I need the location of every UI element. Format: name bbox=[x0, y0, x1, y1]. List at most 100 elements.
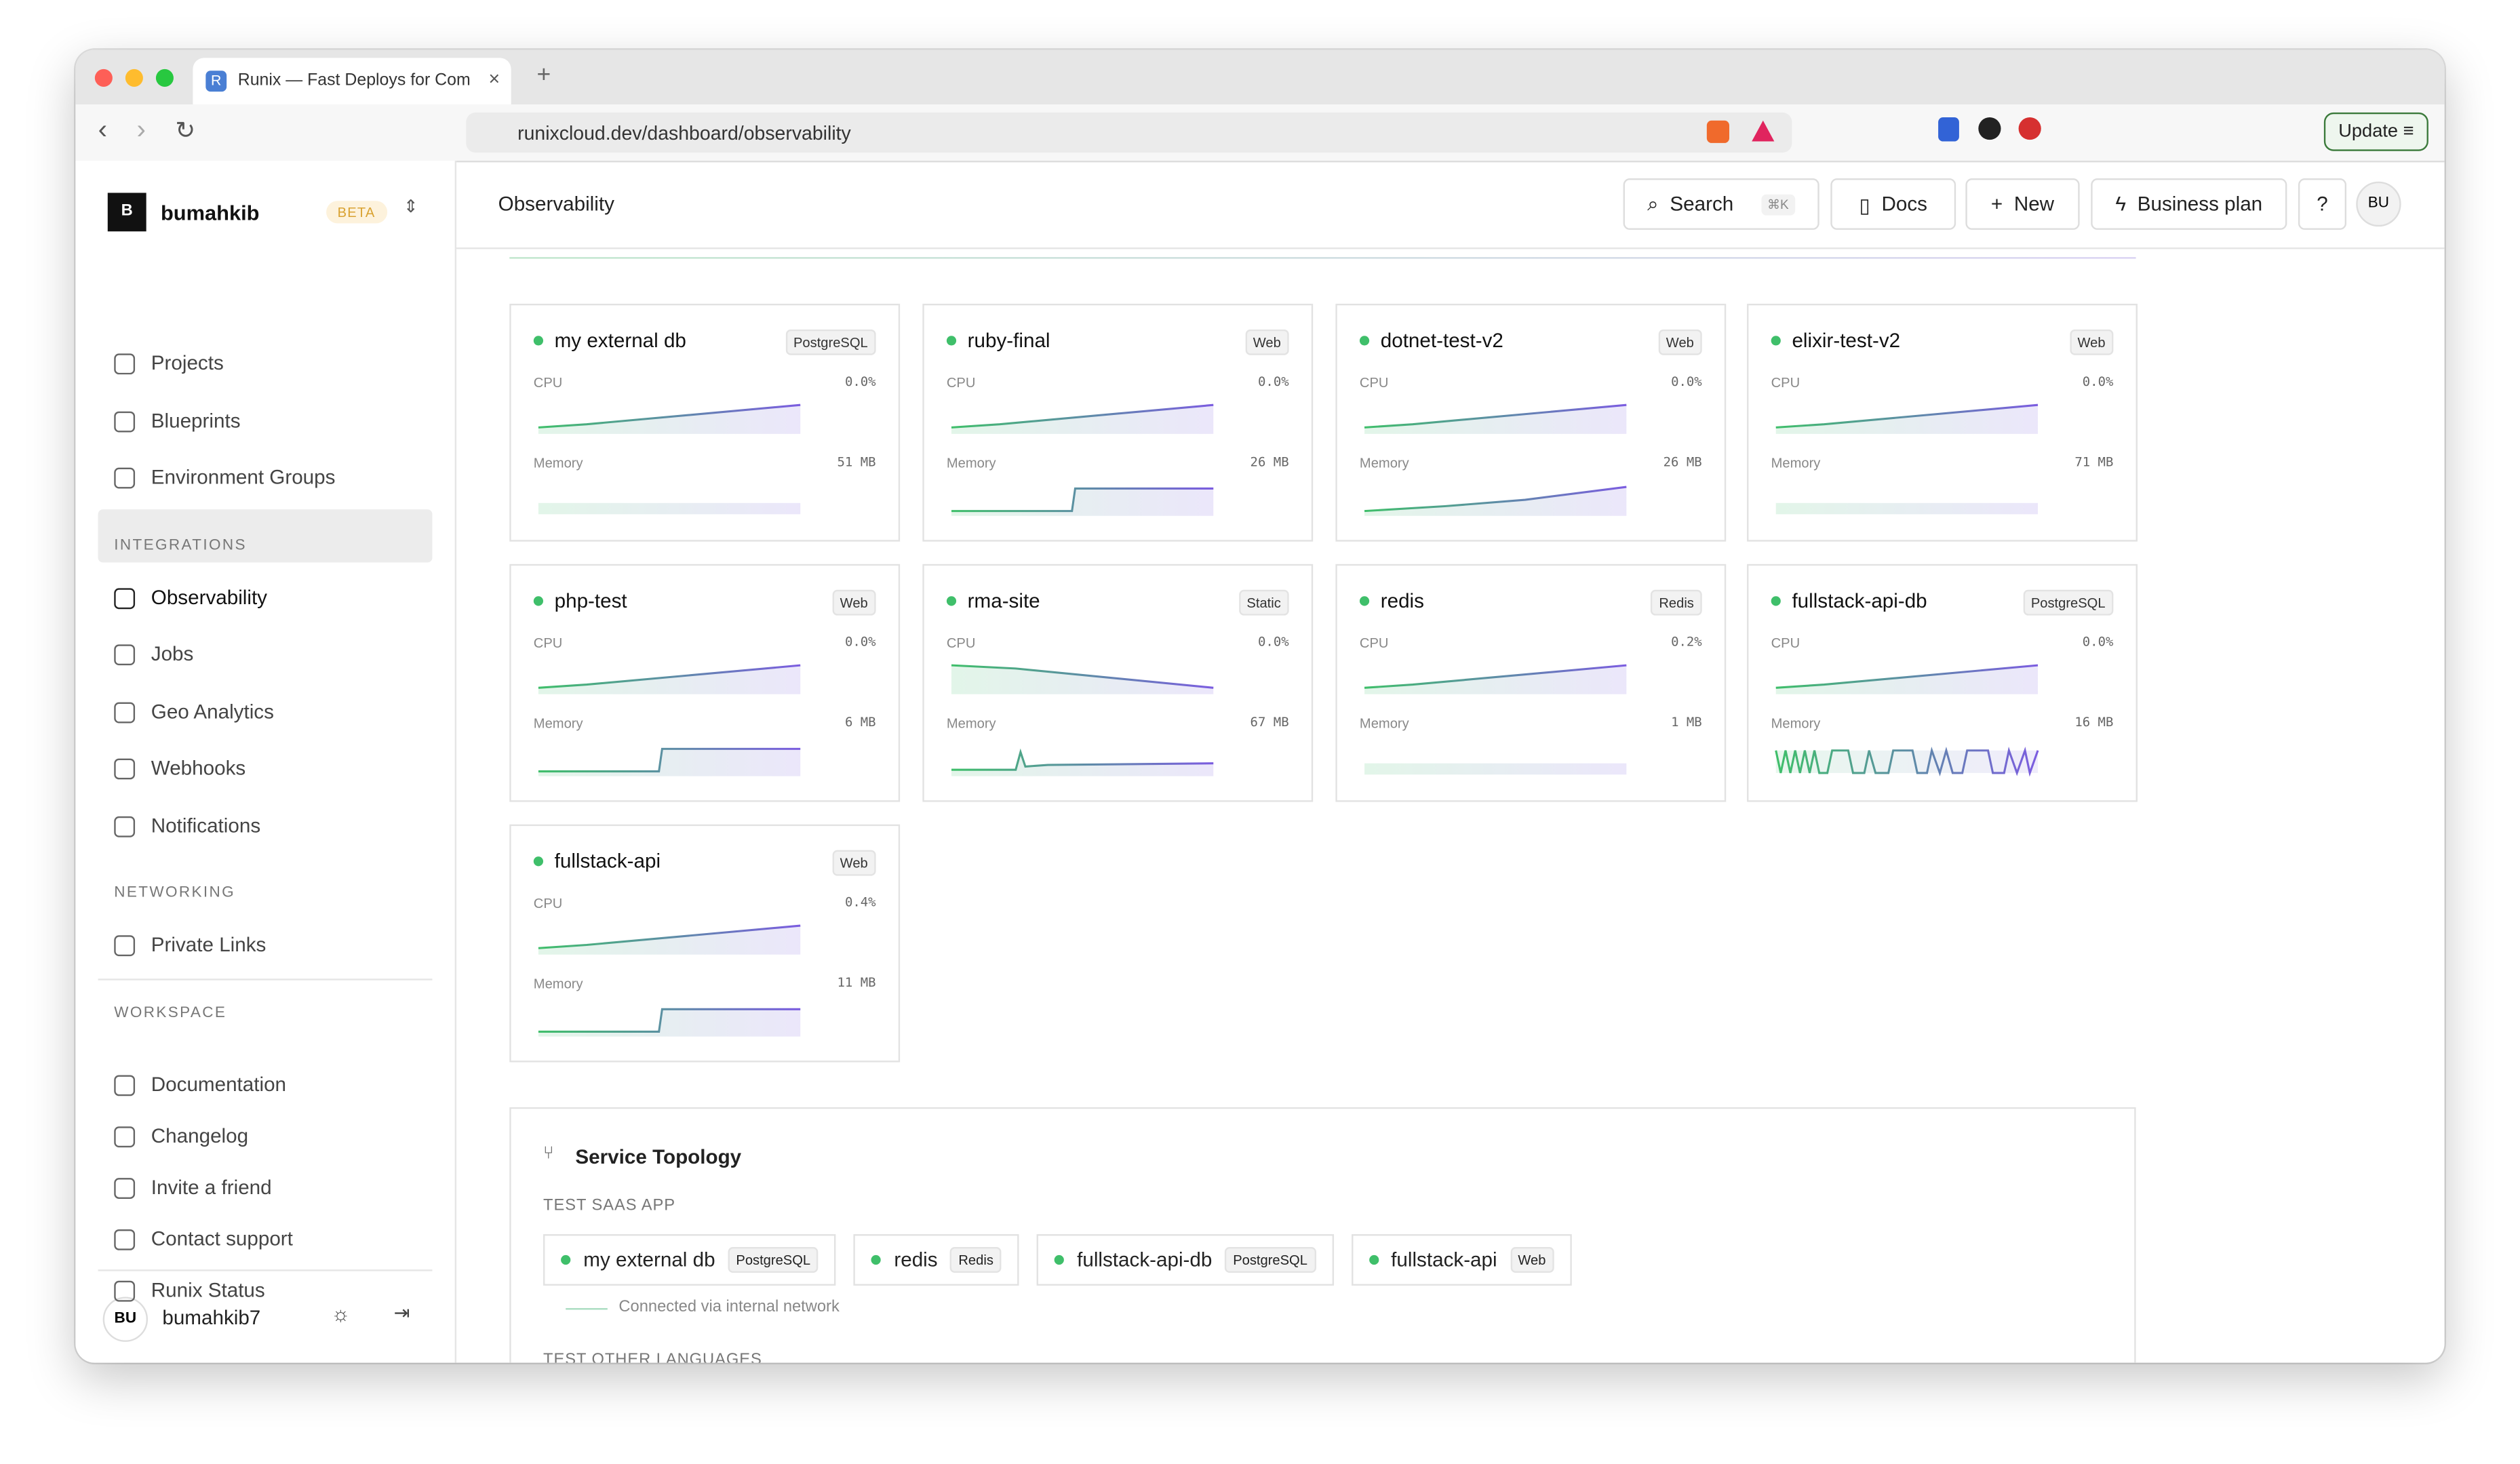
service-card[interactable]: dotnet-test-v2 Web CPU 0.0% Memory 26 MB bbox=[1335, 303, 1727, 542]
service-card[interactable]: php-test Web CPU 0.0% Memory 6 MB bbox=[509, 563, 901, 802]
flat-band bbox=[1775, 502, 2039, 515]
nav-item[interactable]: Geo Analytics bbox=[114, 700, 274, 723]
service-name: fullstack-api bbox=[554, 850, 661, 873]
nav-item[interactable]: Changelog bbox=[114, 1125, 413, 1147]
service-type: Web bbox=[1657, 329, 1702, 355]
nav-item[interactable]: Jobs bbox=[114, 643, 193, 665]
search-button[interactable]: ⌕ Search ⌘K bbox=[1623, 178, 1819, 230]
nav-item[interactable]: Invite a friend bbox=[114, 1176, 413, 1199]
nav-item[interactable]: Observability bbox=[114, 587, 267, 609]
service-card[interactable]: redis Redis CPU 0.2% Memory 1 MB bbox=[1335, 563, 1727, 802]
nav-item[interactable]: Notifications bbox=[114, 815, 260, 837]
spark-area bbox=[1775, 405, 2039, 434]
theme-toggle[interactable]: ☼ bbox=[331, 1301, 351, 1326]
service-card[interactable]: ruby-final Web CPU 0.0% Memory 26 MB bbox=[922, 303, 1314, 542]
cpu-value: 0.2% bbox=[1671, 635, 1702, 650]
sparkline bbox=[538, 502, 801, 515]
spark-line bbox=[951, 748, 1214, 771]
spark-area bbox=[1775, 750, 2039, 773]
spark-line bbox=[1775, 747, 2039, 777]
nav-item[interactable]: Private Links bbox=[114, 934, 266, 956]
node-name: redis bbox=[894, 1248, 938, 1271]
help-button[interactable]: ? bbox=[2298, 178, 2347, 230]
spark-area bbox=[538, 749, 801, 776]
node-name: fullstack-api bbox=[1391, 1248, 1497, 1271]
nav-icon bbox=[114, 1176, 136, 1198]
nav-item[interactable]: Projects bbox=[114, 352, 224, 374]
cpu-value: 0.0% bbox=[844, 635, 876, 650]
cpu-value: 0.0% bbox=[1671, 374, 1702, 389]
service-card[interactable]: elixir-test-v2 Web CPU 0.0% Memory 71 MB bbox=[1747, 303, 2138, 542]
nav-label: Geo Analytics bbox=[151, 700, 274, 724]
nav-label: Environment Groups bbox=[151, 466, 336, 489]
nav-item[interactable]: Contact support bbox=[114, 1228, 413, 1250]
avatar[interactable]: BU bbox=[2356, 181, 2401, 227]
logout[interactable]: ⇥ bbox=[393, 1301, 410, 1324]
legend: Connected via internal network bbox=[618, 1298, 840, 1316]
update-button[interactable]: Update ≡ bbox=[2323, 112, 2428, 151]
sparkline bbox=[1364, 763, 1627, 775]
service-name: fullstack-api-db bbox=[1792, 589, 1927, 612]
tab-title: Runix — Fast Deploys for Com bbox=[237, 71, 471, 90]
cpu-label: CPU bbox=[1359, 635, 1389, 651]
service-card[interactable]: my external db PostgreSQL CPU 0.0% Memory 51 … bbox=[509, 303, 901, 542]
nav-label: Private Links bbox=[151, 933, 267, 957]
nav-item[interactable]: Documentation bbox=[114, 1073, 413, 1096]
plan-button[interactable]: ϟ Business plan bbox=[2091, 178, 2287, 230]
nav-label: Webhooks bbox=[151, 757, 246, 780]
nav-label: Jobs bbox=[151, 642, 194, 666]
nav-item[interactable]: Runix Status bbox=[114, 1279, 413, 1302]
status-dot bbox=[946, 336, 957, 346]
status-dot bbox=[946, 596, 957, 606]
nav-item[interactable]: Blueprints bbox=[114, 410, 241, 433]
new-label: New bbox=[2013, 193, 2055, 216]
topology-node[interactable]: fullstack-api-db PostgreSQL bbox=[1036, 1234, 1333, 1286]
topology-node[interactable]: my external db PostgreSQL bbox=[543, 1234, 837, 1286]
memory-value: 67 MB bbox=[1250, 715, 1289, 730]
nav-icon bbox=[114, 467, 136, 488]
flat-band bbox=[1364, 763, 1627, 775]
sparkline bbox=[1775, 664, 2039, 694]
beta-badge: BETA bbox=[326, 201, 387, 224]
new-tab[interactable]: + bbox=[536, 61, 551, 89]
workspace-name: bumahkib bbox=[160, 201, 260, 225]
status-dot bbox=[533, 596, 544, 606]
cpu-value: 0.0% bbox=[1258, 635, 1289, 650]
flat-band bbox=[538, 502, 801, 515]
spark-area bbox=[1364, 405, 1627, 434]
memory-label: Memory bbox=[1771, 715, 1821, 732]
section-heading: WORKSPACE bbox=[114, 1004, 227, 1023]
status-dot bbox=[1054, 1254, 1065, 1265]
spark-line bbox=[538, 924, 801, 949]
nav-label: Blueprints bbox=[151, 410, 241, 433]
sidebar: B bumahkib BETA ⇕ BU bumahkib7 ☼ ⇥ Proje… bbox=[75, 160, 457, 1363]
service-card[interactable]: rma-site Static CPU 0.0% Memory 67 MB bbox=[922, 563, 1314, 802]
cpu-value: 0.0% bbox=[1258, 374, 1289, 389]
topology-node[interactable]: redis Redis bbox=[854, 1234, 1019, 1286]
sparkline bbox=[538, 924, 801, 955]
close[interactable] bbox=[94, 68, 113, 87]
node-type: Web bbox=[1510, 1247, 1554, 1273]
tab[interactable]: R Runix — Fast Deploys for Com × bbox=[193, 58, 511, 105]
new-button[interactable]: + New bbox=[1965, 178, 2080, 230]
spark-area bbox=[951, 752, 1214, 776]
nav-icon bbox=[114, 815, 136, 837]
topology-node[interactable]: fullstack-api Web bbox=[1350, 1234, 1572, 1286]
service-name: redis bbox=[1380, 589, 1424, 612]
zoom[interactable] bbox=[155, 68, 174, 87]
node-type: PostgreSQL bbox=[1225, 1247, 1316, 1273]
service-card[interactable]: fullstack-api-db PostgreSQL CPU 0.0% Memory 1… bbox=[1747, 563, 2138, 802]
nav-item[interactable]: Webhooks bbox=[114, 757, 245, 779]
memory-value: 51 MB bbox=[837, 454, 876, 470]
docs-button[interactable]: ▯ Docs bbox=[1830, 178, 1956, 230]
service-type: Web bbox=[1244, 329, 1289, 355]
cpu-label: CPU bbox=[1771, 635, 1800, 651]
spark-line bbox=[1775, 403, 2039, 429]
nav-item[interactable]: Environment Groups bbox=[114, 466, 335, 488]
url-field[interactable]: runixcloud.dev/dashboard/observability bbox=[466, 112, 1792, 153]
minimize[interactable] bbox=[125, 68, 143, 87]
service-card[interactable]: fullstack-api Web CPU 0.4% Memory 11 MB bbox=[509, 824, 901, 1063]
nav-label: Documentation bbox=[151, 1073, 287, 1096]
sparkline bbox=[1364, 403, 1627, 434]
